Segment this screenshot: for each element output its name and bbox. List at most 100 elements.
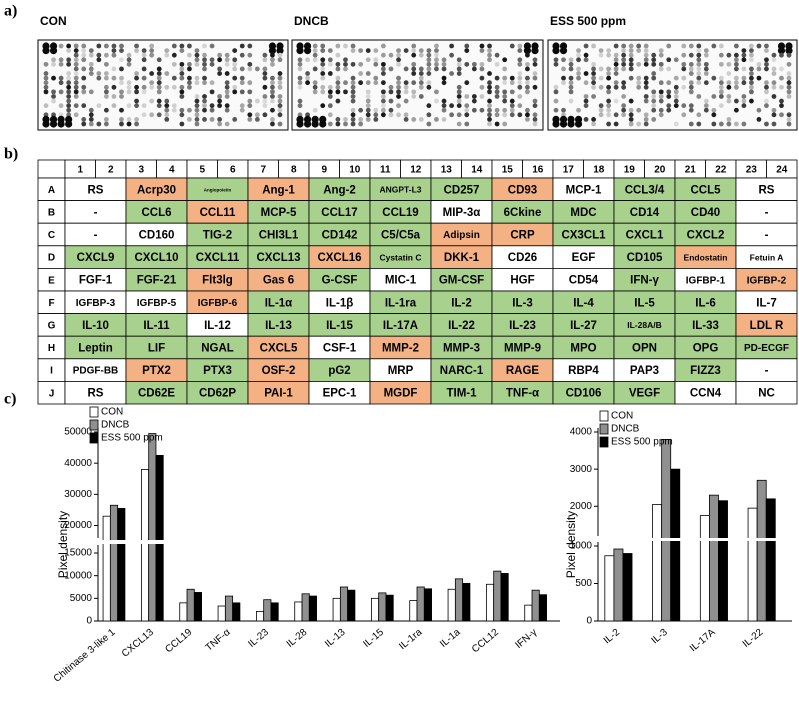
spot [277,107,283,113]
spot [343,61,348,67]
spot [613,121,619,127]
legend-label: ESS 500 ppm [611,437,673,448]
spot [441,57,447,63]
spot [232,89,238,95]
spot [764,98,769,104]
spot [88,48,94,53]
spot [88,71,94,76]
spot [718,52,724,58]
spot [380,107,386,113]
spot [149,48,155,53]
spot [179,71,185,76]
spot [456,98,462,104]
spot [247,52,253,58]
spot [350,75,356,81]
row-label: D [48,253,55,264]
spot [164,98,170,104]
spot [613,52,619,58]
spot [576,57,581,63]
spot [568,84,574,90]
spot [373,48,379,53]
spot [696,112,702,118]
spot [786,121,792,127]
spot [411,71,417,76]
spot [312,84,318,90]
cytokine-name: MMP-9 [504,343,541,355]
spot [277,80,283,86]
spot [247,89,253,95]
spot [502,121,508,127]
bar [622,553,633,622]
spot [621,103,627,109]
spot [658,107,664,113]
cytokine-name: IGFBP-5 [137,298,177,309]
spot [628,43,634,49]
bar [613,548,624,622]
column-number: 14 [471,165,483,176]
cytokine-name: pG2 [328,365,350,377]
cytokine-name: FIZZ3 [690,365,721,377]
spot [517,75,523,81]
spot [66,94,72,99]
spot [525,117,530,122]
x-tick-label: IL-28 [285,627,310,650]
spot [73,94,79,99]
x-tick-label: IL-1a [438,627,463,650]
spot [119,57,124,63]
spot [88,66,94,72]
spot [312,80,318,86]
cytokine-name: CXCL16 [317,252,361,264]
spot [636,61,642,67]
cytokine-name: CCL6 [141,207,171,219]
spot [666,107,672,113]
spot [643,94,649,99]
spot [464,94,470,99]
spot [733,107,739,113]
spot [756,66,762,72]
spot [320,48,326,53]
spot [658,61,664,67]
spot [688,52,694,58]
spot [749,43,754,49]
spot [509,103,515,109]
spot [688,84,694,90]
row-label: E [48,275,55,286]
spot [247,61,253,67]
spot [403,66,409,72]
spot [487,48,492,53]
spot [277,52,283,58]
spot [613,84,619,90]
spot [464,43,470,49]
spot [202,66,207,72]
spot [643,84,649,90]
spot [643,80,649,86]
spot [703,98,709,104]
spot [187,107,192,113]
spot [411,80,417,86]
spot [164,112,170,118]
spot [209,43,215,49]
spot [666,94,672,99]
spot [134,48,139,53]
spot [613,61,619,67]
spot [502,107,508,113]
spot [517,57,523,63]
x-tick-label: IL-1ra [397,627,424,652]
spot [232,61,238,67]
spot [320,43,326,49]
axis-break [92,540,560,544]
spot [297,103,303,109]
spot [58,57,64,63]
column-number: 3 [138,165,144,176]
spot [479,75,485,81]
cytokine-name: CD14 [630,207,660,219]
spot [247,103,253,109]
spot [270,121,275,127]
y-tick-label: 10000 [64,570,92,581]
spot [194,48,200,53]
spot [786,52,792,58]
spot [66,48,72,53]
spot [643,112,649,118]
spot [202,43,207,49]
cytokine-name: IL-3 [512,297,532,309]
